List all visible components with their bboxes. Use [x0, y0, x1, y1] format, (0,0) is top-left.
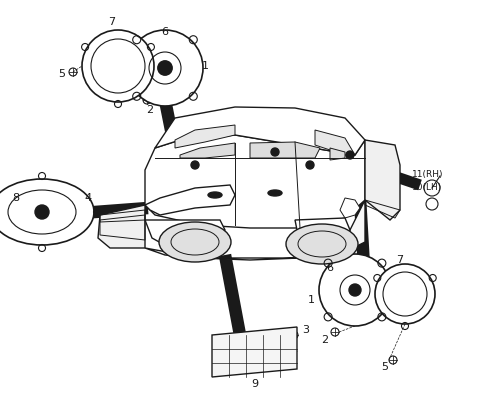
Ellipse shape	[286, 224, 358, 264]
Text: 5: 5	[58, 69, 65, 79]
Text: 4: 4	[84, 193, 91, 203]
Circle shape	[349, 284, 361, 296]
Text: 2: 2	[146, 105, 154, 115]
Circle shape	[127, 30, 203, 106]
Circle shape	[158, 61, 172, 75]
Ellipse shape	[159, 222, 231, 262]
Polygon shape	[145, 185, 235, 215]
Text: 7: 7	[108, 17, 116, 27]
Text: 10(LH): 10(LH)	[412, 184, 442, 192]
Polygon shape	[212, 327, 297, 377]
Polygon shape	[98, 205, 145, 248]
Text: 6: 6	[326, 263, 334, 273]
Polygon shape	[155, 107, 365, 155]
Text: 1: 1	[308, 295, 315, 305]
Text: 5: 5	[381, 362, 388, 372]
Text: 8: 8	[12, 193, 19, 203]
Circle shape	[306, 161, 314, 169]
Polygon shape	[250, 142, 320, 158]
Text: 1: 1	[202, 61, 209, 71]
Text: 3: 3	[302, 325, 309, 335]
Circle shape	[191, 161, 199, 169]
Text: 2: 2	[321, 335, 328, 345]
Circle shape	[375, 264, 435, 324]
Polygon shape	[295, 218, 350, 250]
Polygon shape	[330, 148, 345, 160]
Ellipse shape	[268, 190, 282, 196]
Text: 6: 6	[161, 27, 168, 37]
Polygon shape	[340, 198, 360, 218]
Circle shape	[319, 254, 391, 326]
Text: 11(RH): 11(RH)	[412, 171, 444, 179]
Polygon shape	[145, 135, 365, 228]
Polygon shape	[315, 130, 355, 155]
Polygon shape	[180, 143, 235, 158]
Polygon shape	[175, 125, 235, 148]
Polygon shape	[365, 140, 400, 220]
Circle shape	[82, 30, 154, 102]
Text: 9: 9	[252, 379, 259, 389]
Circle shape	[271, 148, 279, 156]
Circle shape	[346, 151, 354, 159]
Ellipse shape	[0, 179, 94, 245]
Text: 7: 7	[396, 255, 404, 265]
Circle shape	[35, 205, 49, 219]
Polygon shape	[145, 220, 225, 250]
Polygon shape	[145, 200, 365, 260]
Ellipse shape	[208, 192, 222, 198]
